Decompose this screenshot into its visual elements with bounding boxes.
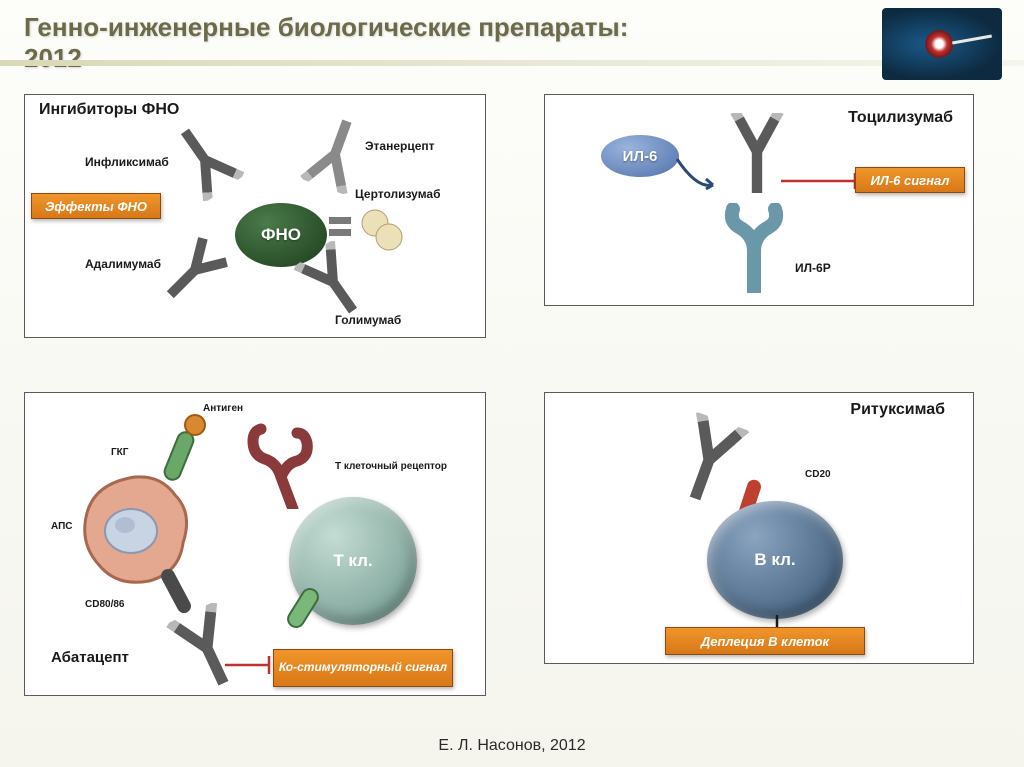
mhc-antigen-icon [155,411,215,483]
title-line1: Генно-инженерные биологические препараты… [24,12,628,42]
adalimumab-icon [149,224,241,316]
label-tocilizumab: Тоцилизумаб [848,109,953,127]
header-decorative-image [882,8,1002,80]
il6-signal-box: ИЛ-6 сигнал [855,167,965,193]
tcr-icon [243,419,323,509]
il6-receptor-icon [719,203,789,293]
il6-signal-label: ИЛ-6 сигнал [871,173,950,188]
il6-label: ИЛ-6 [623,148,658,165]
certolizumab-icon [327,203,407,253]
header-accent-bar [0,60,1024,66]
tocilizumab-icon [727,113,787,193]
tnf-effects-box: Эффекты ФНО [31,193,161,219]
il6-pill: ИЛ-6 [601,135,679,177]
citation: Е. Л. Насонов, 2012 [438,737,585,755]
il6-inhibition-line [781,171,861,191]
panel-tnf-inhibitors: Ингибиторы ФНО ФНО Эффекты ФНО Инфликсим… [24,94,486,338]
rtx-signal-label: Деплеция В клеток [701,634,829,649]
slide: Генно-инженерные биологические препараты… [0,0,1024,767]
label-etanercept: Этанерцепт [365,139,435,153]
panel-abatacept: Антиген ГКГ АПС CD80/86 Т клеточный реце… [24,392,486,696]
label-cd20: CD20 [805,469,831,480]
label-adalimumab: Адалимумаб [85,257,161,271]
label-tcr: Т клеточный рецептор [335,461,447,472]
label-apc: АПС [51,521,73,532]
panel-il6: Тоцилизумаб ИЛ-6 ИЛ-6 сигнал ИЛ-6Р [544,94,974,306]
tcell-label: Т кл. [333,551,372,571]
etanercept-icon [295,111,375,197]
cd28-icon [283,583,323,633]
infliximab-icon [160,114,249,206]
label-certolizumab: Цертолизумаб [355,187,441,201]
label-cd80: CD80/86 [85,599,124,610]
label-il6r: ИЛ-6Р [795,261,831,275]
panel-rituximab: Ритуксимаб CD20 В кл. Деплеция В клеток [544,392,974,664]
abat-signal-label: Ко-стимуляторный сигнал [279,661,447,675]
panel-tnf-title: Ингибиторы ФНО [39,101,179,119]
il6-arrow-icon [673,155,721,195]
bcell-label: В кл. [754,550,795,570]
title-line2: 2012 [24,43,628,74]
label-rituximab: Ритуксимаб [850,401,945,419]
label-golimumab: Голимумаб [335,313,401,327]
abat-signal-box: Ко-стимуляторный сигнал [273,649,453,687]
abat-inhibition-line [225,653,275,677]
tnf-effects-label: Эффекты ФНО [45,199,147,214]
label-mhc: ГКГ [111,447,128,458]
rtx-signal-box: Деплеция В клеток [665,627,865,655]
label-infliximab: Инфликсимаб [85,155,169,169]
bcell-sphere: В кл. [707,501,843,619]
label-abatacept: Абатацепт [51,649,129,666]
tnf-center-label: ФНО [261,225,301,245]
